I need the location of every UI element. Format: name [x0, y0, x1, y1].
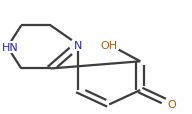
Text: OH: OH [101, 40, 118, 50]
Text: HN: HN [2, 43, 18, 52]
Text: N: N [74, 40, 82, 50]
Text: O: O [167, 100, 176, 109]
